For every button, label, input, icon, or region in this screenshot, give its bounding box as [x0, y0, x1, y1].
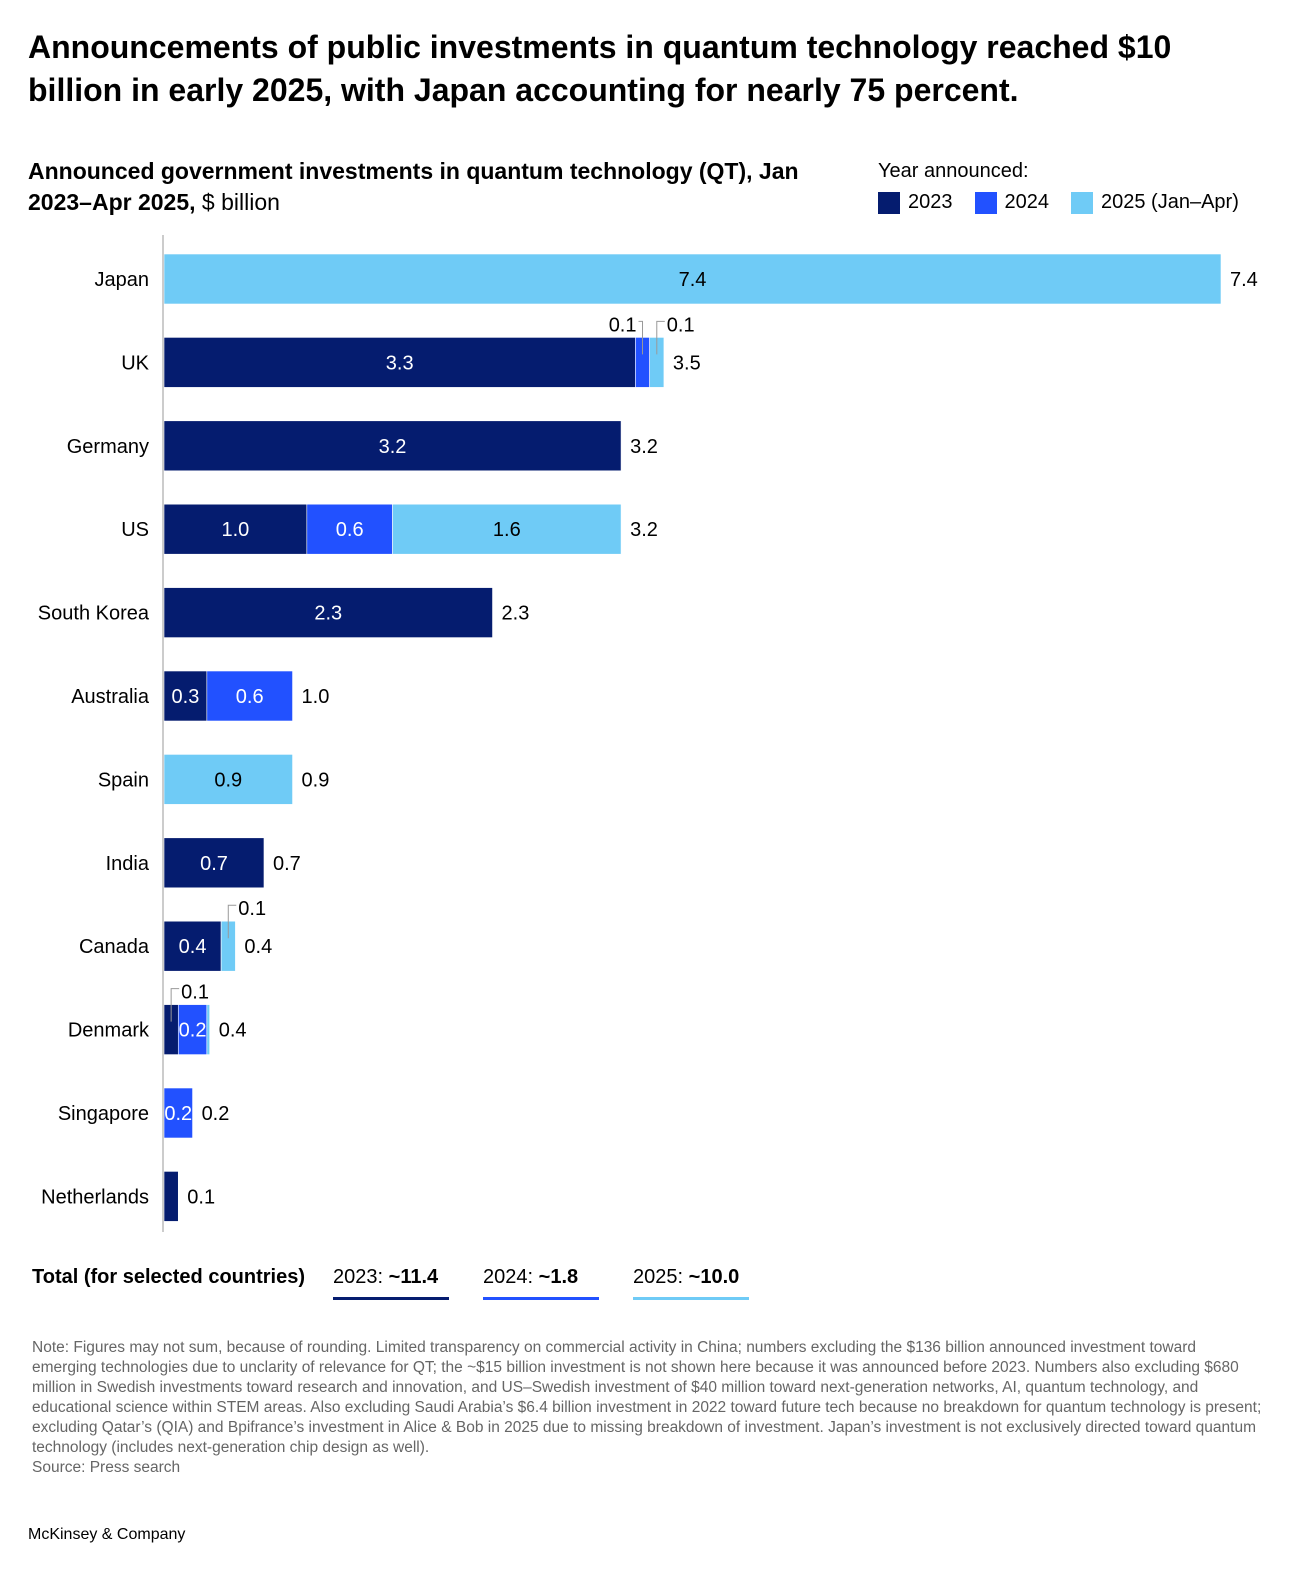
bar-segment [163, 587, 493, 638]
category-label: Netherlands [41, 1186, 149, 1208]
total-label: 1.0 [302, 686, 330, 708]
total-2023: 2023: ~11.4 [333, 1266, 450, 1300]
total-label: 0.1 [187, 1186, 215, 1208]
legend-item-2024: 2024 [974, 191, 1050, 214]
total-label: 0.4 [219, 1020, 247, 1042]
category-label: South Korea [38, 603, 150, 625]
segment-label: 0.4 [179, 936, 207, 958]
leader-line [638, 320, 644, 355]
total-label: 0.2 [202, 1103, 230, 1125]
segment-label: 0.9 [214, 769, 242, 791]
bar-segment [163, 420, 622, 472]
bar-segment [206, 1004, 211, 1055]
bar-segment [163, 920, 222, 972]
total-label: 0.4 [244, 936, 272, 958]
bar-segment [306, 503, 393, 555]
chart-title: Announced government investments in quan… [28, 158, 799, 215]
category-label: Denmark [68, 1020, 150, 1042]
total-label: 3.5 [673, 352, 701, 374]
bar-segment [206, 670, 293, 722]
total-label: 7.4 [1230, 269, 1258, 291]
legend-label: 2024 [1004, 191, 1050, 213]
total-label: 3.2 [630, 436, 658, 458]
segment-label: 2.3 [314, 603, 342, 625]
chart-subtitle: Announced government investments in quan… [28, 156, 858, 218]
bar-segment [163, 253, 1222, 305]
segment-label: 0.6 [336, 519, 364, 541]
bar-segment [163, 337, 636, 388]
bar-segment [163, 1171, 179, 1222]
total-label: 0.9 [302, 769, 330, 791]
totals-label: Total (for selected countries) [32, 1266, 306, 1288]
legend-swatch [974, 191, 997, 214]
total-2025: 2025: ~10.0 [633, 1266, 750, 1300]
bar-segment [163, 670, 208, 722]
legend-label: 2025 (Jan–Apr) [1101, 191, 1239, 213]
legend-item-2025: 2025 (Jan–Apr) [1071, 191, 1239, 214]
bar-segment [163, 837, 265, 889]
totals-row: Total (for selected countries) 2023: ~11… [32, 1266, 783, 1300]
bar-segment [392, 503, 622, 555]
segment-label: 7.4 [679, 269, 707, 291]
legend-item-2023: 2023 [878, 191, 953, 214]
segment-label: 3.2 [379, 436, 407, 458]
legend-swatch [878, 191, 900, 214]
bar-segment [163, 503, 308, 555]
category-label: US [121, 519, 149, 541]
legend-swatch [1071, 191, 1093, 214]
leader-line [170, 988, 180, 1022]
legend-title: Year announced: [878, 160, 1029, 182]
category-label: Australia [71, 686, 150, 708]
category-label: Japan [95, 269, 150, 291]
source-text: Source: Press search [32, 1459, 181, 1476]
category-label: Spain [98, 769, 149, 791]
segment-label: 3.3 [386, 352, 414, 374]
segment-label: 0.2 [164, 1103, 192, 1125]
segment-callout-label: 0.1 [181, 982, 209, 1004]
category-label: UK [121, 352, 149, 374]
leader-line [656, 320, 665, 355]
bar-chart: Japan 7.4 7.4 UK 3.3 0.1 0.1 3.5 Germany 3.2 3.2 US… [38, 235, 1258, 1232]
category-label: Germany [67, 436, 149, 458]
footnote: Note: Figures may not sum, because of ro… [32, 1338, 1262, 1478]
category-label: Canada [79, 936, 150, 958]
bar-segment [163, 1087, 193, 1139]
legend-label: 2023 [908, 191, 953, 213]
segment-callout-label: 0.1 [238, 898, 266, 920]
brand-logo: McKinsey & Company [28, 1526, 186, 1543]
note-text: Note: Figures may not sum, because of ro… [32, 1339, 1262, 1456]
bar-segment [177, 1004, 208, 1055]
bar-segment [163, 754, 293, 805]
segment-label: 0.6 [236, 686, 264, 708]
segment-label: 0.7 [200, 853, 228, 875]
leader-line [227, 904, 237, 939]
chart-unit: $ billion [201, 189, 280, 215]
total-label: 3.2 [630, 519, 658, 541]
category-label: Singapore [58, 1103, 149, 1125]
segment-callout-label: 0.1 [609, 314, 637, 336]
total-label: 0.7 [273, 853, 301, 875]
headline: Announcements of public investments in q… [28, 29, 1172, 108]
segment-label: 1.6 [493, 519, 521, 541]
total-label: 2.3 [502, 603, 530, 625]
category-label: India [106, 853, 150, 875]
total-2024: 2024: ~1.8 [483, 1266, 600, 1300]
segment-label: 0.3 [172, 686, 200, 708]
legend: Year announced: 2023 2024 2025 (Jan–Apr) [878, 160, 1239, 214]
segment-label: 0.2 [179, 1020, 207, 1042]
segment-callout-label: 0.1 [667, 314, 695, 336]
segment-label: 1.0 [222, 519, 250, 541]
